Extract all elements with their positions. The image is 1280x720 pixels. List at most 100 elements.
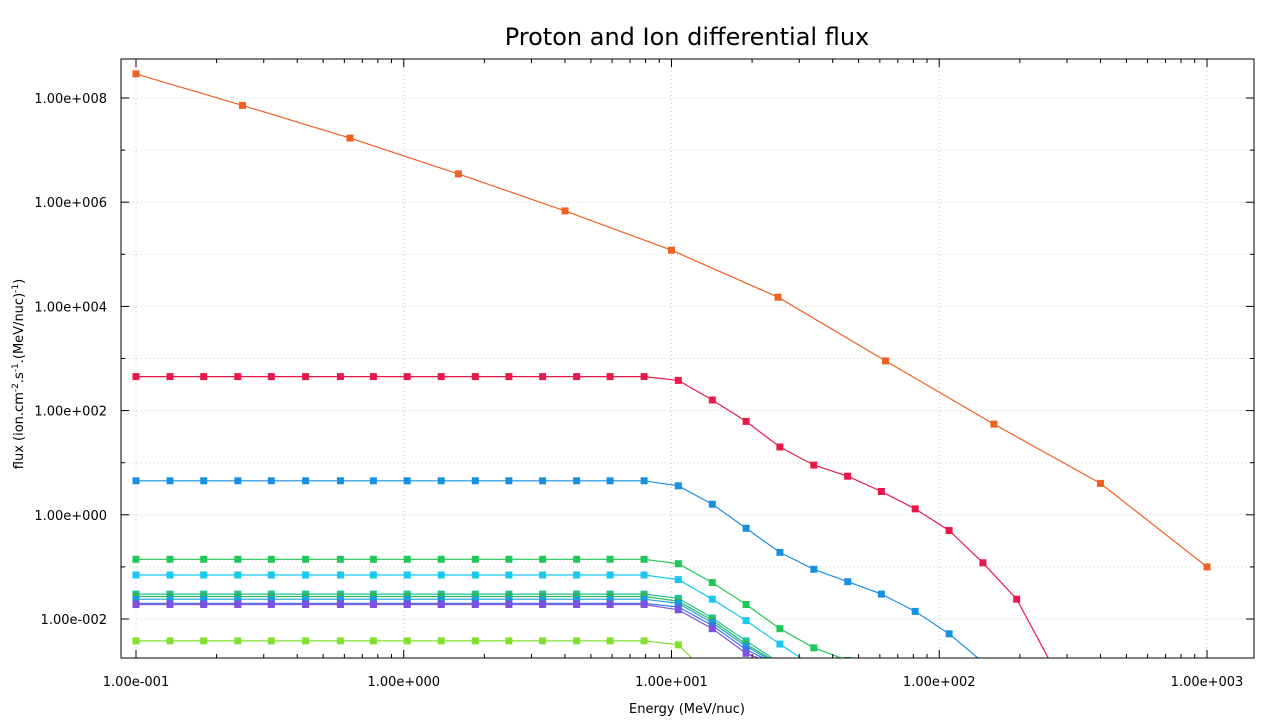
data-point <box>803 658 810 665</box>
data-point <box>640 555 648 563</box>
data-point <box>132 477 140 485</box>
series-4 <box>132 555 852 658</box>
data-point <box>772 658 779 665</box>
data-point <box>774 293 782 301</box>
data-point <box>1097 479 1104 487</box>
data-point <box>369 373 377 381</box>
data-point <box>166 373 174 381</box>
data-point <box>640 637 648 645</box>
data-point <box>200 595 208 603</box>
y-tick-label: 1.00e+008 <box>34 92 107 107</box>
data-point <box>267 637 275 645</box>
data-point <box>403 601 411 608</box>
series-2 <box>132 373 1054 665</box>
series-line <box>136 603 760 658</box>
data-point <box>239 101 246 109</box>
data-point <box>539 477 547 485</box>
data-point <box>606 555 614 563</box>
data-point <box>844 578 852 586</box>
data-point <box>606 571 614 579</box>
series-3 <box>132 477 979 658</box>
data-point <box>166 637 174 645</box>
data-point <box>403 571 411 579</box>
data-point <box>437 601 445 608</box>
data-point <box>742 649 750 657</box>
data-point <box>573 601 581 608</box>
data-point <box>403 595 411 603</box>
data-point <box>336 601 344 608</box>
data-point <box>810 644 818 652</box>
data-point <box>234 571 242 579</box>
series-line <box>136 598 768 658</box>
data-point <box>945 630 953 638</box>
data-point <box>708 595 716 603</box>
data-point <box>708 500 716 508</box>
data-point <box>539 601 547 608</box>
data-point <box>742 417 750 425</box>
series-1 <box>132 70 1211 571</box>
data-point <box>302 637 310 645</box>
data-point <box>302 373 310 381</box>
data-point <box>674 599 682 607</box>
data-point <box>166 555 174 563</box>
data-point <box>708 625 716 633</box>
data-point <box>539 571 547 579</box>
data-point <box>767 658 774 665</box>
series-line <box>136 558 843 658</box>
data-point <box>877 488 885 495</box>
data-point <box>132 555 140 563</box>
data-point <box>132 373 140 381</box>
data-point <box>437 477 445 485</box>
data-point <box>810 461 818 469</box>
data-point <box>336 555 344 563</box>
data-point <box>1047 658 1054 665</box>
data-point <box>573 555 581 563</box>
data-point <box>573 571 581 579</box>
data-point <box>606 601 614 608</box>
data-point <box>1203 563 1211 571</box>
data-point <box>505 555 513 563</box>
y-axis-label: flux (ion.cm-2.s-1.(MeV/nuc)-1) <box>11 279 27 469</box>
data-point <box>166 601 174 608</box>
data-point <box>267 601 275 608</box>
data-point <box>979 559 987 567</box>
data-point <box>505 477 513 485</box>
data-point <box>770 658 777 665</box>
data-point <box>945 527 953 534</box>
data-point <box>877 590 885 598</box>
data-point <box>674 376 682 384</box>
data-point <box>561 207 569 215</box>
data-point <box>234 477 242 485</box>
data-point <box>1013 595 1021 603</box>
data-point <box>234 601 242 608</box>
data-point <box>267 555 275 563</box>
data-point <box>403 637 411 645</box>
series-10 <box>132 601 760 658</box>
data-point <box>369 601 377 608</box>
data-point <box>742 524 750 532</box>
data-point <box>674 560 682 568</box>
data-point <box>437 555 445 563</box>
data-point <box>674 641 682 649</box>
data-point <box>132 601 140 608</box>
data-point <box>640 601 648 608</box>
data-point <box>539 595 547 603</box>
data-point <box>267 571 275 579</box>
series-line <box>136 376 1049 658</box>
data-point <box>573 373 581 381</box>
data-point <box>606 595 614 603</box>
data-point <box>234 637 242 645</box>
data-point <box>471 477 479 485</box>
data-point <box>640 373 648 381</box>
x-axis-label: Energy (MeV/nuc) <box>629 702 745 717</box>
data-point <box>674 606 682 614</box>
data-point <box>336 477 344 485</box>
data-point <box>990 420 998 428</box>
y-tick-label: 1.00e+000 <box>34 509 107 524</box>
data-point <box>776 548 784 556</box>
data-point <box>267 595 275 603</box>
data-point <box>166 477 174 485</box>
x-tick-label: 1.00e+003 <box>1171 675 1244 690</box>
y-tick-label: 1.00e-002 <box>41 613 107 628</box>
data-point <box>200 555 208 563</box>
